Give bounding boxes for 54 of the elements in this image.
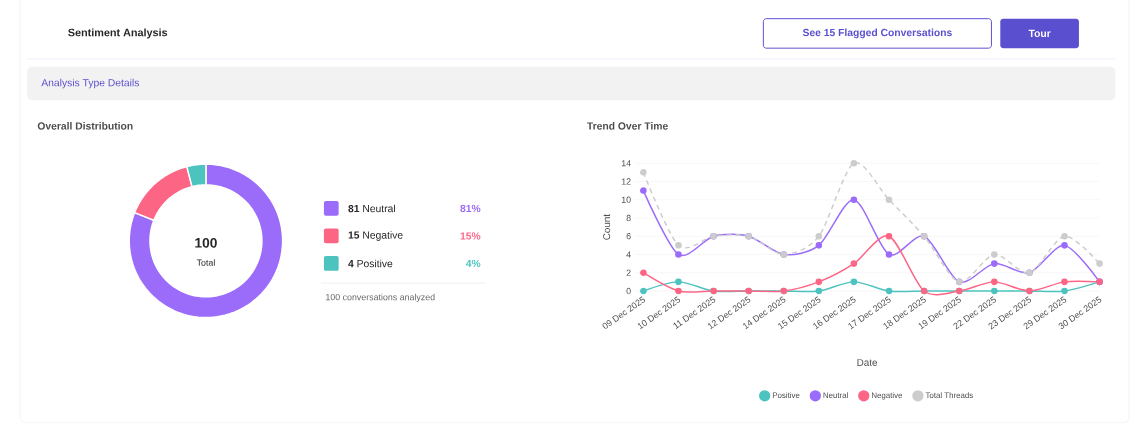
point: [991, 260, 998, 268]
point: [1096, 260, 1103, 268]
text: Analysis Type Details: [41, 78, 139, 89]
point: [885, 233, 893, 240]
legend-label: 81 Neutral: [348, 204, 395, 213]
point: [675, 278, 682, 286]
data-label: 15%: [460, 232, 481, 240]
legend-label: 15 Negative: [348, 231, 403, 241]
text: Tour: [1028, 29, 1051, 38]
point: [640, 169, 647, 176]
point: [850, 196, 858, 204]
point: [991, 287, 998, 295]
point: [640, 269, 647, 277]
point: [815, 233, 823, 240]
x-axis-title: Date: [857, 359, 878, 367]
point: [850, 160, 858, 167]
text: Total: [196, 259, 215, 266]
point: [815, 278, 823, 286]
y-tick-label: 0: [626, 288, 631, 295]
point: [675, 287, 682, 295]
point: [1061, 278, 1068, 286]
point: [1061, 242, 1068, 249]
point: [815, 287, 823, 295]
data-label: 4%: [465, 259, 481, 268]
text: 100 conversations analyzed: [326, 293, 435, 303]
point: [991, 251, 998, 258]
y-tick-label: 8: [626, 214, 631, 222]
y-tick-label: 4: [626, 251, 631, 258]
text: See 15 Flagged Conversations: [802, 28, 952, 39]
y-tick-label: 6: [626, 233, 631, 240]
data-label: 81%: [460, 204, 481, 213]
point: [991, 278, 998, 286]
point: [640, 287, 647, 295]
point: [885, 251, 893, 258]
point: [1061, 287, 1068, 295]
point: [640, 187, 647, 195]
y-tick-label: 14: [621, 160, 631, 167]
y-tick-label: 12: [621, 178, 631, 185]
y-tick-label: 10: [621, 196, 631, 203]
point: [885, 287, 893, 295]
point: [885, 196, 893, 204]
chart-title: Overall Distribution: [37, 122, 133, 130]
text: 100: [195, 238, 217, 248]
chart-title: Trend Over Time: [587, 122, 668, 130]
point: [850, 278, 858, 286]
text: Sentiment Analysis: [68, 28, 168, 39]
legend-label: 4 Positive: [348, 259, 393, 268]
point: [815, 242, 823, 249]
point: [675, 251, 682, 258]
point: [675, 242, 682, 249]
point: [850, 260, 858, 268]
y-axis-title: Count: [603, 214, 611, 240]
y-tick-label: 2: [626, 269, 631, 276]
point: [1061, 233, 1068, 240]
